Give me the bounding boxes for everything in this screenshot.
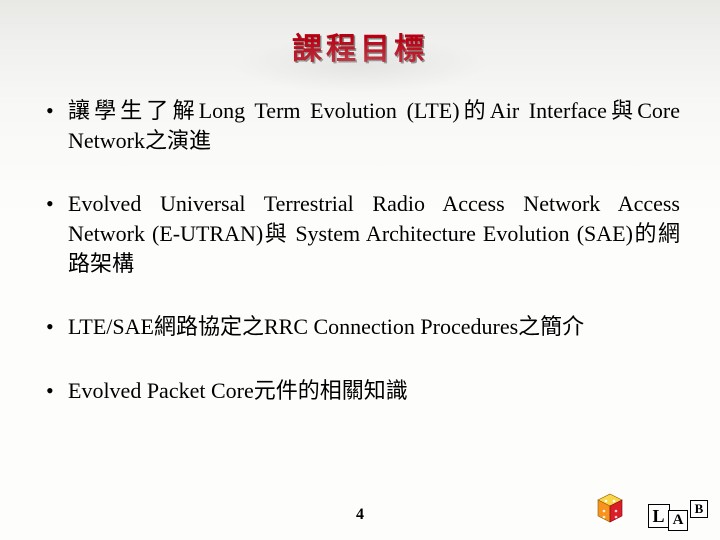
lab-box-A: A xyxy=(668,510,688,531)
lab-boxes: L A B xyxy=(648,500,709,528)
bullet-item: 讓學生了解Long Term Evolution (LTE)的Air Inter… xyxy=(40,96,680,155)
bullet-list: 讓學生了解Long Term Evolution (LTE)的Air Inter… xyxy=(40,96,680,540)
lab-box-L: L xyxy=(648,504,670,528)
bullet-item: LTE/SAE網路協定之RRC Connection Procedures之簡介 xyxy=(40,312,680,342)
lab-box-B: B xyxy=(690,500,708,518)
bullet-item: Evolved Packet Core元件的相關知識 xyxy=(40,376,680,406)
cube-logo-icon xyxy=(592,492,628,528)
slide-footer: 4 L A B xyxy=(0,490,720,530)
slide-title: 課程目標 xyxy=(40,24,680,68)
bullet-item: Evolved Universal Terrestrial Radio Acce… xyxy=(40,189,680,278)
page-number: 4 xyxy=(356,506,364,524)
slide-container: 課程目標 讓學生了解Long Term Evolution (LTE)的Air … xyxy=(0,0,720,540)
